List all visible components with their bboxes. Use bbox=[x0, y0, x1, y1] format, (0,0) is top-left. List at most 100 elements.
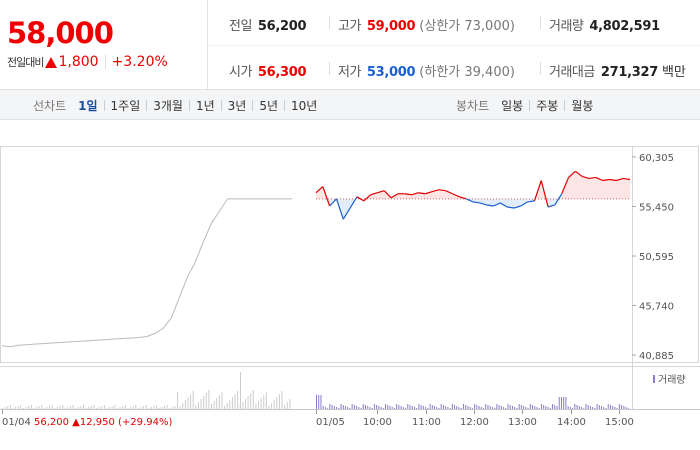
price-chart[interactable]: 60,305 55,450 50,595 45,740 40,885 거래량 01/05 10… bbox=[0, 120, 700, 450]
volume-bar bbox=[416, 408, 418, 409]
trade-value-label: 거래대금 bbox=[549, 65, 595, 80]
period-1y[interactable]: 1년 bbox=[195, 99, 215, 113]
volume-bar bbox=[9, 405, 11, 409]
volume-bar bbox=[46, 407, 48, 409]
volume-bar bbox=[324, 407, 326, 409]
stats-row-2: 시가 56,300 저가 53,000 (하한가 39,400) 거래대금 271,32… bbox=[208, 45, 700, 90]
volume-bar bbox=[489, 406, 491, 409]
divider bbox=[329, 62, 330, 75]
volume-bar bbox=[338, 408, 340, 409]
area-fill bbox=[520, 198, 528, 206]
volume-bar bbox=[203, 396, 205, 409]
price-segment bbox=[335, 198, 344, 220]
volume-bar bbox=[98, 407, 100, 409]
price-segment bbox=[363, 194, 372, 202]
volume-bar bbox=[148, 408, 150, 409]
period-3y[interactable]: 3년 bbox=[227, 99, 247, 113]
up-triangle-icon bbox=[45, 56, 58, 68]
y-tick-label: 40,885 bbox=[639, 351, 674, 362]
volume-bar bbox=[30, 405, 32, 409]
volume-bar bbox=[85, 408, 87, 409]
volume-bar bbox=[7, 406, 9, 409]
area-fill bbox=[493, 198, 501, 206]
volume-bar bbox=[231, 397, 233, 409]
volume-bar bbox=[2, 408, 3, 409]
volume-bar bbox=[525, 407, 527, 409]
price-segment bbox=[499, 202, 508, 208]
volume-bar bbox=[130, 407, 132, 409]
volume-bar bbox=[281, 391, 283, 409]
volume-bar bbox=[221, 392, 223, 409]
low-stat: 저가 53,000 (하한가 39,400) bbox=[338, 61, 515, 80]
volume-bar bbox=[605, 408, 607, 409]
volume-bar bbox=[286, 402, 288, 409]
volume-bar bbox=[124, 405, 126, 409]
volume-bar bbox=[572, 408, 574, 409]
volume-bar bbox=[445, 406, 447, 409]
current-price: 58,000 bbox=[7, 16, 114, 50]
period-1w[interactable]: 1주일 bbox=[110, 99, 141, 113]
plot-frame bbox=[0, 146, 699, 363]
volume-bar bbox=[385, 404, 387, 409]
price-segment bbox=[411, 192, 419, 196]
high-stat: 고가 59,000 (상한가 73,000) bbox=[338, 15, 515, 34]
price-segment bbox=[575, 170, 583, 177]
volume-bar bbox=[284, 405, 286, 409]
volume-bar bbox=[211, 404, 213, 409]
price-segment bbox=[609, 178, 617, 182]
volume-bar bbox=[109, 407, 111, 409]
volume-bar bbox=[434, 406, 436, 409]
price-segment bbox=[602, 178, 610, 182]
period-1d[interactable]: 1일 bbox=[78, 99, 98, 113]
volume-bar bbox=[364, 405, 366, 409]
lower-limit: (하한가 39,400) bbox=[419, 65, 515, 80]
y-tick-label: 55,450 bbox=[639, 203, 674, 214]
volume-bar bbox=[529, 404, 531, 409]
volume-bar bbox=[549, 408, 551, 409]
volume-bar bbox=[449, 408, 451, 409]
volume-bar bbox=[101, 406, 103, 409]
divider bbox=[540, 62, 541, 75]
volume-value: 4,802,591 bbox=[589, 19, 660, 34]
candle-monthly[interactable]: 월봉 bbox=[571, 99, 594, 113]
volume-bar bbox=[64, 408, 66, 409]
price-segment bbox=[540, 180, 549, 208]
stats-panel: 전일 56,200 고가 59,000 (상한가 73,000) 거래량 4,802,5… bbox=[208, 0, 700, 90]
change-value: 1,800 bbox=[58, 54, 99, 70]
volume-bar bbox=[612, 406, 614, 409]
volume-bar bbox=[67, 407, 69, 409]
area-fill bbox=[397, 193, 405, 199]
volume-bar bbox=[476, 405, 478, 409]
bottom-info-date: 01/04 bbox=[2, 417, 34, 428]
price-box: 58,000 전일대비 1,800 +3.20% bbox=[0, 0, 208, 90]
divider bbox=[220, 100, 222, 111]
price-segment bbox=[520, 201, 528, 207]
volume-bar bbox=[28, 406, 30, 409]
candle-daily[interactable]: 일봉 bbox=[501, 99, 524, 113]
price-segment bbox=[561, 177, 570, 194]
price-segment bbox=[377, 190, 385, 194]
price-segment bbox=[493, 202, 501, 207]
volume-bar bbox=[578, 406, 580, 409]
period-5y[interactable]: 5년 bbox=[259, 99, 279, 113]
period-3m[interactable]: 3개월 bbox=[153, 99, 183, 113]
volume-bar bbox=[532, 405, 534, 409]
volume-bar bbox=[216, 398, 218, 409]
area-fill bbox=[513, 198, 521, 209]
volume-bar bbox=[503, 407, 505, 409]
area-fill bbox=[623, 178, 630, 199]
area-fill bbox=[541, 180, 549, 208]
volume-bar bbox=[460, 408, 462, 409]
volume-bar bbox=[536, 407, 538, 409]
volume-bar bbox=[137, 408, 139, 409]
candle-weekly[interactable]: 주봉 bbox=[536, 99, 559, 113]
volume-bar bbox=[278, 394, 280, 409]
volume-bar bbox=[88, 407, 90, 409]
volume-bar bbox=[425, 407, 427, 409]
period-10y[interactable]: 10년 bbox=[291, 99, 318, 113]
volume-bar bbox=[106, 408, 108, 409]
volume-bar bbox=[336, 407, 338, 409]
volume-bar bbox=[318, 395, 320, 409]
volume-bar bbox=[244, 399, 246, 409]
open-value: 56,300 bbox=[257, 65, 307, 80]
